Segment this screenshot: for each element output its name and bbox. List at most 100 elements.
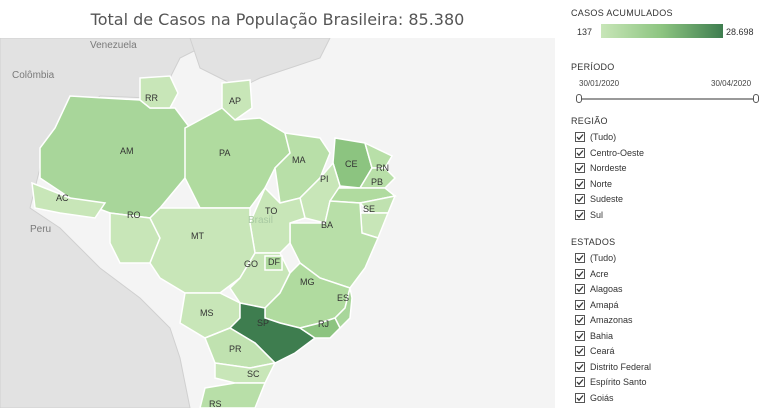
state-label-ba: BA: [321, 220, 333, 230]
dashboard-title: Total de Casos na População Brasileira: …: [90, 10, 465, 29]
region-filter-checkbox[interactable]: [575, 163, 585, 173]
checkmark-icon: [576, 301, 584, 308]
region-filter-item[interactable]: Norte: [575, 177, 612, 191]
state-filter-item[interactable]: Distrito Federal: [575, 360, 651, 374]
region-filter-item[interactable]: Nordeste: [575, 161, 627, 175]
state-region-pa[interactable]: [184, 107, 291, 209]
state-label-ce: CE: [345, 159, 358, 169]
map-canvas[interactable]: Venezuela Colômbia Peru Brasil RR AP AM …: [0, 38, 555, 408]
period-slider-start-handle[interactable]: [576, 94, 582, 103]
checkmark-icon: [576, 286, 584, 293]
state-label-pi: PI: [320, 174, 329, 184]
period-start-date: 30/01/2020: [579, 79, 620, 88]
state-filter-title: ESTADOS: [571, 237, 616, 247]
period-slider-end-handle[interactable]: [753, 94, 759, 103]
state-filter-label: Amapá: [590, 299, 619, 310]
state-filter-label: Goiás: [590, 392, 614, 403]
checkmark-icon: [576, 134, 584, 141]
state-label-rj: RJ: [318, 319, 329, 329]
state-region-ba[interactable]: [289, 200, 380, 289]
state-region-rj[interactable]: [298, 317, 341, 339]
state-filter-label: Distrito Federal: [590, 361, 652, 372]
period-slider-track[interactable]: [580, 98, 756, 100]
brazil-map[interactable]: Venezuela Colômbia Peru Brasil RR AP AM …: [0, 38, 555, 408]
state-filter-checkbox[interactable]: [575, 253, 585, 263]
state-label-rr: RR: [145, 93, 158, 103]
state-filter-item[interactable]: Espírito Santo: [575, 375, 647, 389]
state-filter-label: Amazonas: [590, 315, 633, 325]
region-filter-item[interactable]: Centro-Oeste: [575, 146, 644, 160]
state-label-df: DF: [268, 257, 280, 267]
region-filter-label: (Tudo): [590, 132, 617, 142]
legend-min-value: 137: [577, 27, 593, 37]
state-label-pa: PA: [219, 148, 230, 158]
region-filter-checkbox[interactable]: [575, 209, 585, 220]
region-filter-title: REGIÃO: [571, 116, 608, 126]
region-filter-label: Sudeste: [590, 194, 624, 204]
region-filter-label: Sul: [590, 209, 604, 220]
state-filter-checkbox[interactable]: [575, 330, 585, 341]
state-label-sp: SP: [257, 318, 269, 328]
region-filter-item[interactable]: (Tudo): [575, 130, 616, 144]
checkmark-icon: [576, 165, 584, 172]
state-label-sc: SC: [247, 369, 260, 379]
region-filter-label: Nordeste: [590, 163, 627, 173]
state-label-to: TO: [265, 206, 277, 216]
state-filter-checkbox[interactable]: [575, 346, 585, 356]
region-filter-checkbox[interactable]: [575, 194, 585, 204]
checkmark-icon: [576, 348, 584, 355]
state-label-mg: MG: [300, 277, 315, 287]
state-filter-checkbox[interactable]: [575, 268, 585, 279]
checkmark-icon: [576, 180, 584, 187]
state-filter-checkbox[interactable]: [575, 392, 585, 403]
state-label-ac: AC: [56, 193, 69, 203]
legend-title: CASOS ACUMULADOS: [571, 8, 673, 18]
state-label-ms: MS: [200, 308, 214, 318]
state-region-df[interactable]: [264, 255, 283, 271]
state-label-go: GO: [244, 259, 258, 269]
state-filter-label: Alagoas: [590, 284, 623, 294]
state-region-rs[interactable]: [199, 382, 267, 408]
state-filter-checkbox[interactable]: [575, 299, 585, 310]
state-filter-checkbox[interactable]: [575, 315, 585, 325]
state-region-ac[interactable]: [31, 181, 107, 219]
state-region-ap[interactable]: [221, 79, 253, 121]
neighbor-land-north: [189, 38, 331, 89]
state-filter-label: Acre: [590, 268, 609, 279]
state-label-ma: MA: [292, 155, 306, 165]
region-filter-label: Centro-Oeste: [590, 147, 645, 158]
checkmark-icon: [576, 379, 584, 386]
country-label-peru: Peru: [30, 224, 51, 235]
region-filter-checkbox[interactable]: [575, 178, 585, 189]
region-filter-checkbox[interactable]: [575, 132, 585, 142]
region-filter-item[interactable]: Sul: [575, 208, 603, 222]
state-label-rn: RN: [376, 163, 389, 173]
state-filter-item[interactable]: Alagoas: [575, 282, 623, 296]
state-filter-item[interactable]: Ceará: [575, 344, 615, 358]
state-filter-item[interactable]: Bahia: [575, 329, 613, 343]
state-label-pb: PB: [371, 177, 383, 187]
state-filter-item[interactable]: Acre: [575, 267, 609, 281]
region-filter-item[interactable]: Sudeste: [575, 192, 623, 206]
checkmark-icon: [576, 394, 584, 401]
region-filter-checkbox[interactable]: [575, 147, 585, 158]
state-filter-item[interactable]: Goiás: [575, 391, 614, 405]
country-label-colombia: Colômbia: [12, 70, 55, 81]
state-filter-item[interactable]: Amazonas: [575, 313, 633, 327]
state-filter-label: Ceará: [590, 346, 615, 356]
state-filter-item[interactable]: (Tudo): [575, 251, 616, 265]
state-label-mt: MT: [191, 231, 204, 241]
state-filter-checkbox[interactable]: [575, 377, 585, 387]
state-filter-checkbox[interactable]: [575, 284, 585, 294]
state-filter-label: (Tudo): [590, 253, 617, 263]
state-region-rr[interactable]: [139, 75, 179, 109]
checkmark-icon: [576, 255, 584, 262]
state-filter-checkbox[interactable]: [575, 361, 585, 372]
state-filter-label: Bahia: [590, 330, 614, 341]
state-label-am: AM: [120, 146, 134, 156]
checkmark-icon: [576, 149, 584, 156]
checkmark-icon: [576, 317, 584, 324]
state-filter-item[interactable]: Amapá: [575, 298, 619, 312]
checkmark-icon: [576, 332, 584, 339]
region-filter-label: Norte: [590, 178, 613, 189]
